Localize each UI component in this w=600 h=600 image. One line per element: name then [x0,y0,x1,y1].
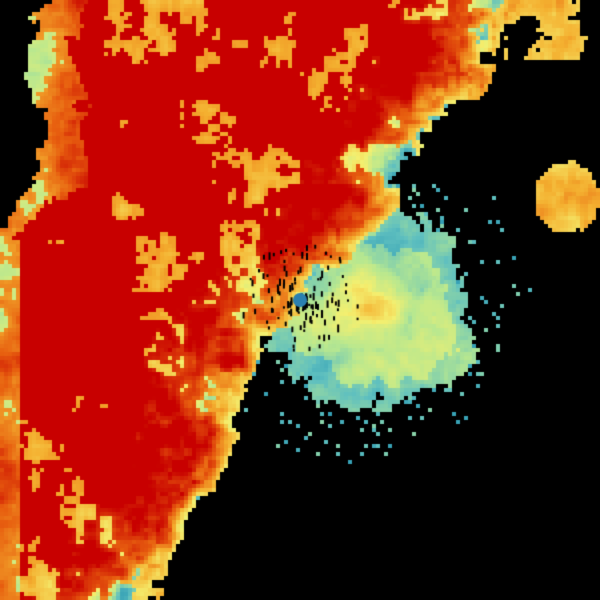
radar-canvas [0,0,600,600]
radar-image [0,0,600,600]
